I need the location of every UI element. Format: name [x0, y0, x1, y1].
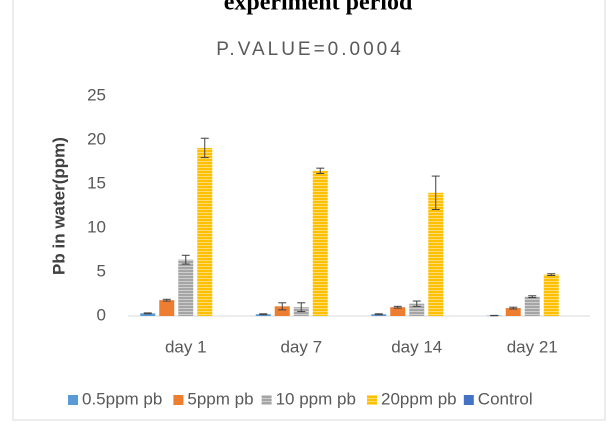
bar: [543, 274, 559, 316]
bar: [197, 147, 213, 316]
x-tick-label: day 14: [391, 337, 442, 356]
y-tick-label: 20: [87, 129, 106, 148]
error-bar: [297, 302, 306, 313]
error-bar: [181, 254, 190, 265]
legend-label: 5ppm pb: [187, 389, 253, 408]
bar: [428, 192, 444, 316]
y-axis-label: Pb in water(ppm): [49, 137, 68, 275]
legend-swatch: [261, 395, 272, 405]
y-tick-label: 25: [87, 85, 106, 104]
y-tick-label: 10: [87, 217, 106, 236]
error-bar: [528, 295, 537, 299]
bar: [159, 300, 175, 316]
error-bar: [200, 137, 209, 159]
bar: [390, 307, 406, 316]
error-bar: [547, 273, 556, 277]
legend-swatch: [463, 395, 474, 405]
chart-subtitle: P.VALUE=0.0004: [216, 39, 404, 60]
legend-swatch: [173, 395, 184, 405]
error-bar: [412, 300, 421, 307]
error-bar: [431, 175, 440, 211]
bar: [140, 313, 156, 316]
bar: [312, 170, 328, 316]
chart-title: experiment period: [224, 0, 413, 16]
legend-label: 10 ppm pb: [276, 389, 356, 408]
error-bar: [162, 298, 171, 302]
legend-swatch: [367, 395, 377, 405]
error-bar: [259, 313, 268, 316]
error-bar: [143, 312, 152, 315]
error-bar: [509, 306, 518, 310]
bar: [505, 308, 521, 316]
error-bar: [316, 167, 325, 174]
legend-label: 20ppm pb: [381, 389, 457, 408]
legend-swatch: [68, 395, 78, 405]
error-bar: [374, 313, 383, 316]
bar: [524, 296, 540, 316]
x-tick-label: day 21: [507, 337, 558, 356]
legend-label: Control: [478, 389, 533, 408]
y-tick-label: 0: [97, 305, 106, 324]
error-bar: [278, 302, 287, 311]
bar: [274, 306, 290, 316]
legend-label: 0.5ppm pb: [82, 389, 162, 408]
x-tick-label: day 7: [280, 337, 322, 356]
chart-frame: [12, 0, 606, 421]
y-tick-label: 5: [97, 261, 106, 280]
bar: [178, 259, 194, 316]
y-tick-label: 15: [87, 173, 106, 192]
x-tick-label: day 1: [165, 337, 207, 356]
error-bar: [393, 305, 402, 309]
